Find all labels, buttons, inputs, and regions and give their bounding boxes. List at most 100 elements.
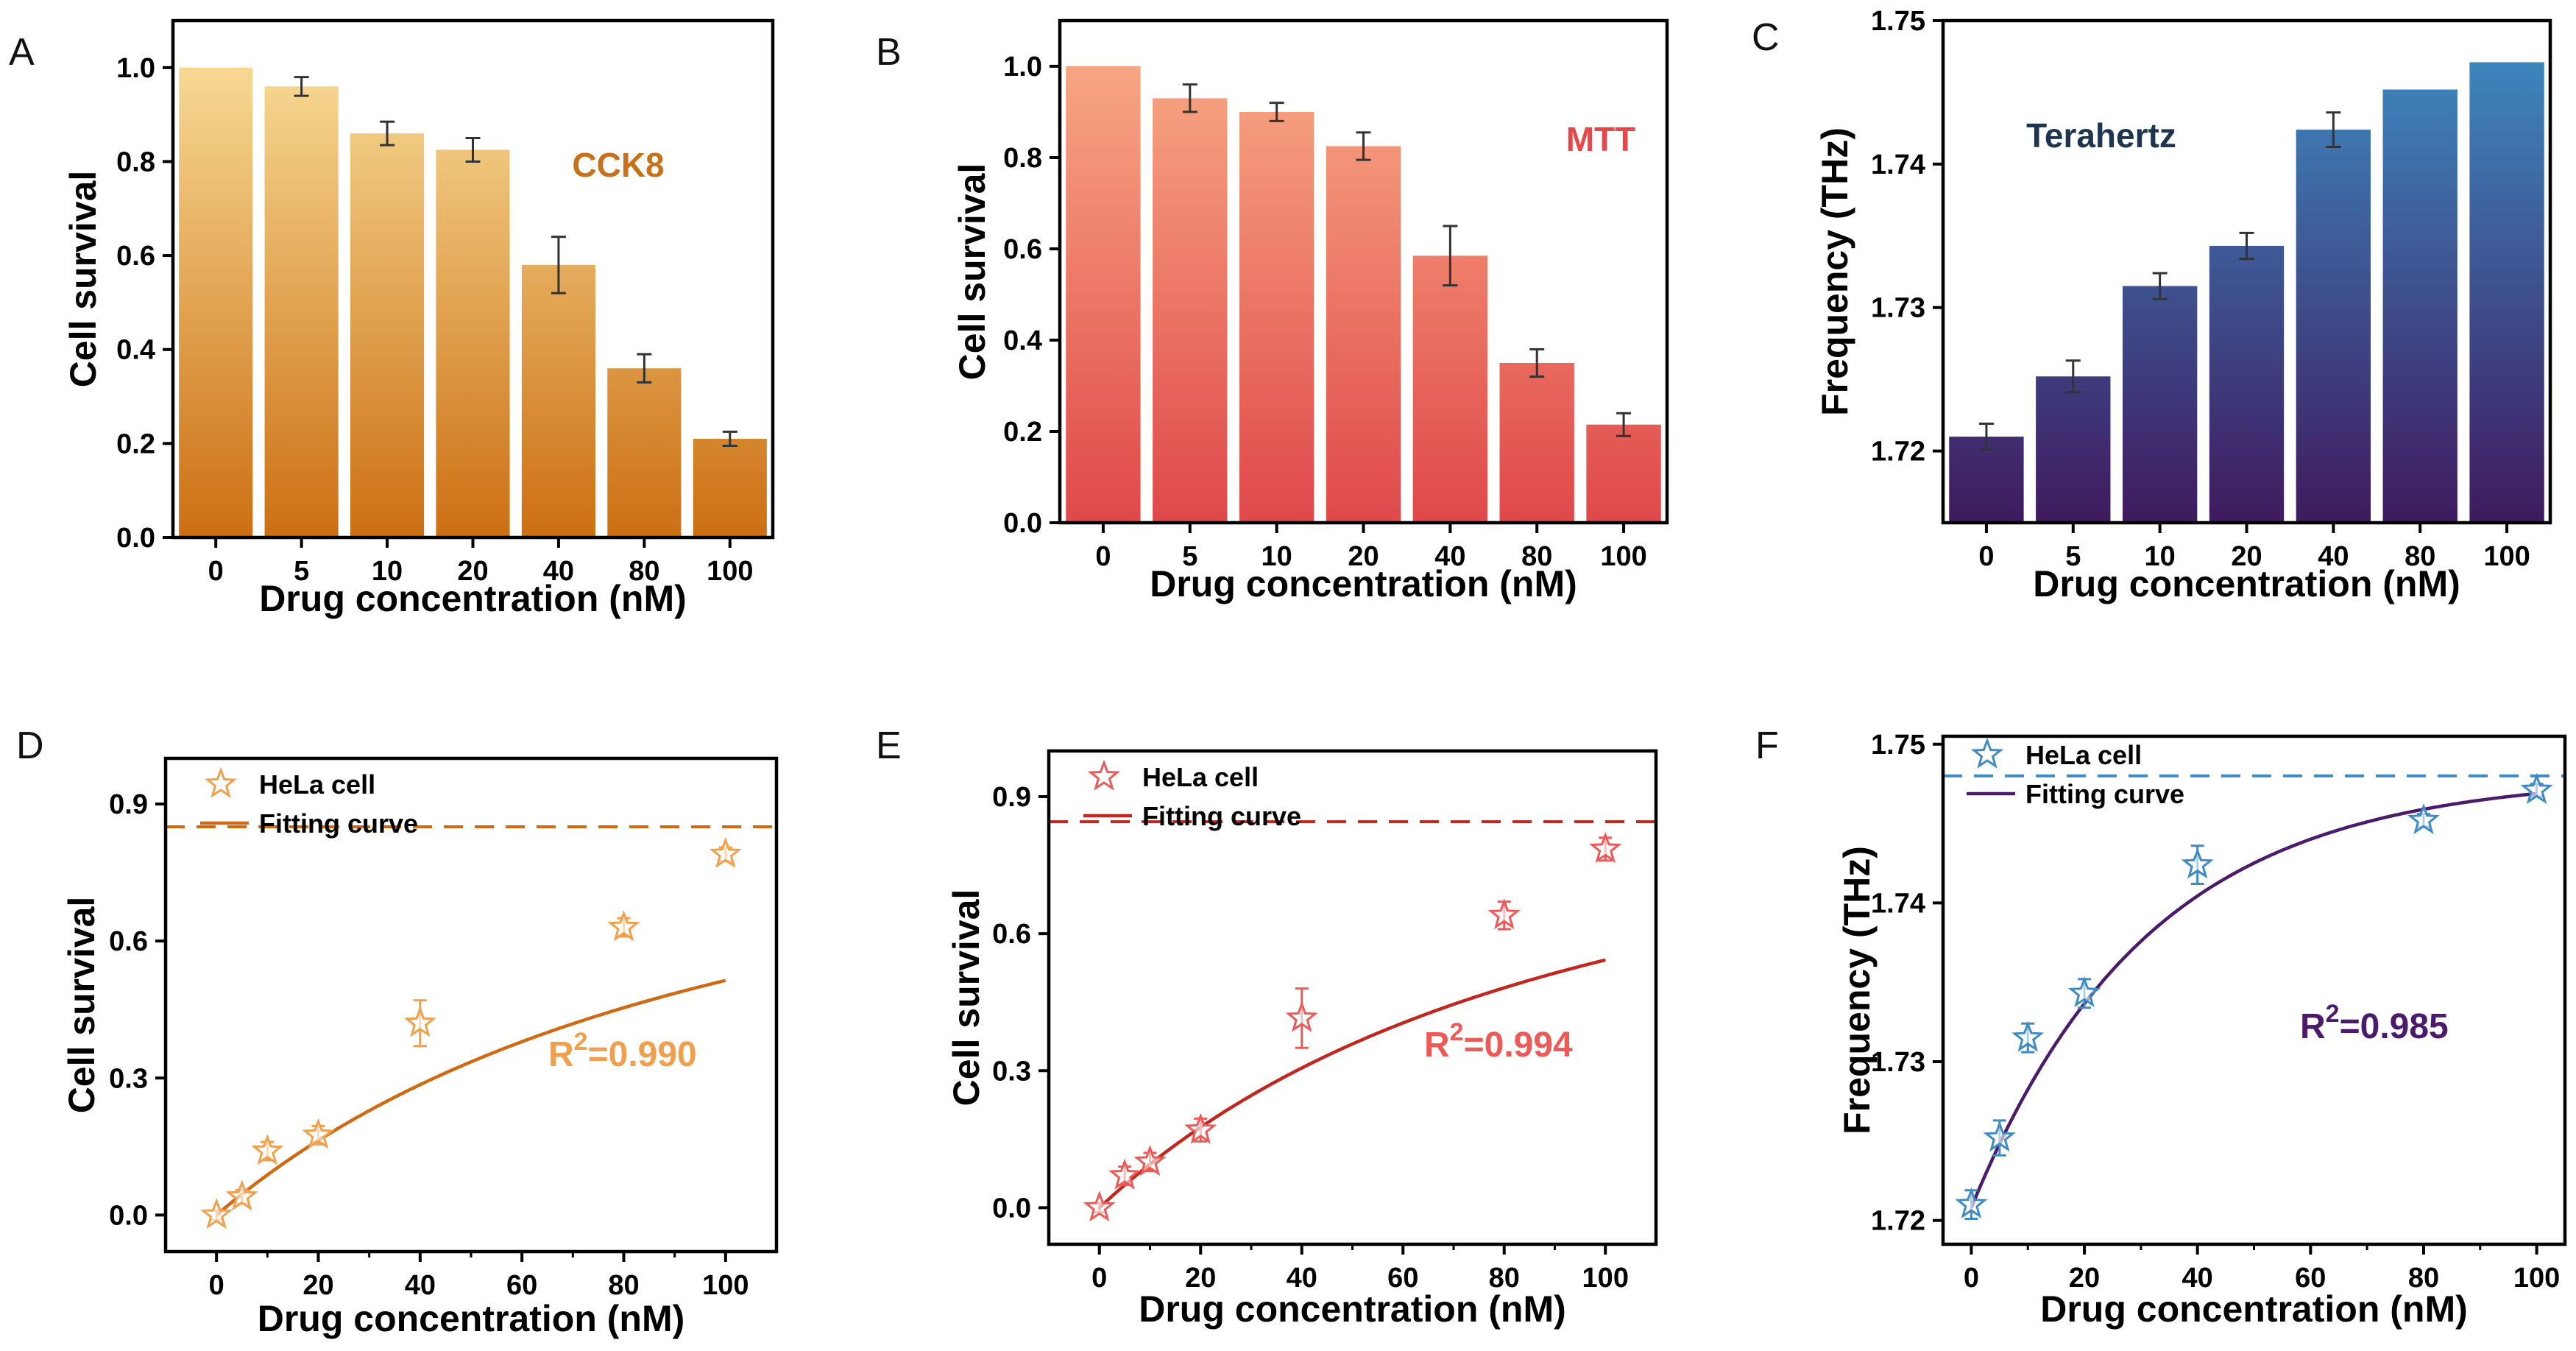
y-tick-label: 0.0 xyxy=(116,523,155,554)
y-tick-label: 1.74 xyxy=(1871,149,1925,180)
x-tick-label: 0 xyxy=(1095,541,1111,572)
y-tick-label: 0.3 xyxy=(992,1056,1031,1087)
fitting-curve xyxy=(1970,791,2537,1209)
fitting-curve xyxy=(215,978,726,1217)
y-tick-label: 0.3 xyxy=(109,1063,148,1094)
y-tick-label: 0.9 xyxy=(992,782,1031,813)
r-squared-annotation: R2=0.994 xyxy=(1424,1018,1573,1065)
bar xyxy=(607,368,682,537)
y-tick-label: 0.2 xyxy=(116,428,155,459)
legend-label-points: HeLa cell xyxy=(1142,762,1259,792)
data-point xyxy=(1285,1001,1318,1032)
panel-label: F xyxy=(1755,724,1779,767)
r-squared-value: =0.985 xyxy=(2340,1007,2449,1046)
bar xyxy=(1949,437,2024,523)
y-tick-label: 0.8 xyxy=(116,147,155,177)
data-point xyxy=(225,1179,258,1211)
data-point xyxy=(1589,832,1622,864)
x-axis-label: Drug concentration (nM) xyxy=(2040,1288,2468,1330)
x-tick-label: 20 xyxy=(457,556,488,587)
r-squared-annotation: R2=0.990 xyxy=(548,1028,697,1074)
data-point xyxy=(1108,1158,1142,1190)
data-point xyxy=(2407,803,2441,835)
data-point xyxy=(2067,976,2101,1008)
x-axis-label: Drug concentration (nM) xyxy=(258,1298,685,1339)
panel-F: F 0 20 40 60 80 100 1.72 1.73 1.74 1.75 HeLa cell Fi… xyxy=(1755,724,2567,1330)
x-tick-label: 10 xyxy=(372,556,403,587)
x-tick-label: 20 xyxy=(2231,541,2262,572)
y-tick-label: 1.74 xyxy=(1871,888,1925,919)
x-tick-label: 0 xyxy=(1091,1263,1107,1294)
legend-star-icon xyxy=(1970,737,2004,769)
legend-label-fit: Fitting curve xyxy=(1142,801,1301,831)
y-tick-label: 0.8 xyxy=(1003,143,1042,174)
panel-B: B 0 5 10 20 40 80 100 0.0 0.2 0.4 0.6 0.8 1.0 Drug con… xyxy=(876,18,1669,604)
panel-label: D xyxy=(16,724,44,767)
y-tick-label: 1.73 xyxy=(1871,293,1925,324)
y-tick-label: 0.0 xyxy=(1003,508,1042,539)
bar xyxy=(1239,112,1314,523)
bar xyxy=(264,86,339,537)
x-axis-label: Drug concentration (nM) xyxy=(2033,563,2460,604)
x-tick-label: 100 xyxy=(1600,541,1646,572)
data-point xyxy=(607,910,640,942)
x-tick-label: 40 xyxy=(2318,541,2349,572)
x-tick-label: 5 xyxy=(294,556,309,587)
data-point xyxy=(1487,898,1521,930)
legend-star-icon xyxy=(1087,759,1121,791)
r-squared-value: =0.990 xyxy=(588,1035,697,1074)
x-tick-label: 40 xyxy=(543,556,574,587)
r-squared-prefix: R xyxy=(548,1035,574,1074)
plot-frame xyxy=(171,18,775,540)
y-tick-label: 0.4 xyxy=(116,335,155,366)
plot-frame xyxy=(163,756,779,1254)
data-point xyxy=(1133,1145,1167,1177)
y-tick-label: 1.72 xyxy=(1871,1206,1925,1237)
r-squared-value: =0.994 xyxy=(1464,1026,1573,1065)
x-tick-label: 20 xyxy=(1348,541,1379,572)
x-tick-label: 0 xyxy=(1964,1263,1979,1294)
bar xyxy=(693,438,767,537)
x-tick-label: 40 xyxy=(2182,1263,2213,1294)
x-tick-label: 40 xyxy=(1434,541,1465,572)
y-axis-label: Cell survival xyxy=(946,889,987,1107)
data-point xyxy=(709,837,742,869)
bar xyxy=(1326,146,1401,523)
plot-frame xyxy=(1941,734,2567,1246)
x-tick-label: 0 xyxy=(208,556,224,587)
y-tick-label: 0.6 xyxy=(116,241,155,272)
x-tick-label: 20 xyxy=(1185,1263,1216,1294)
x-tick-label: 40 xyxy=(1287,1263,1317,1294)
x-tick-label: 0 xyxy=(209,1270,224,1301)
x-tick-label: 100 xyxy=(702,1270,749,1301)
bar xyxy=(1412,255,1488,523)
panel-C: C 0 5 10 20 40 80 100 1.72 1.73 1.74 1.75 Drug conce… xyxy=(1752,6,2552,604)
r-squared-superscript: 2 xyxy=(1450,1018,1464,1046)
x-axis-label: Drug concentration (nM) xyxy=(1139,1288,1566,1330)
x-tick-label: 0 xyxy=(1978,541,1994,572)
bar xyxy=(436,149,510,537)
x-tick-label: 10 xyxy=(1262,541,1292,572)
y-tick-label: 1.0 xyxy=(1003,52,1042,82)
data-point xyxy=(302,1118,335,1149)
bar xyxy=(2209,245,2285,523)
y-tick-label: 1.75 xyxy=(1871,730,1925,761)
data-point xyxy=(1955,1187,1988,1218)
bar xyxy=(2036,376,2111,523)
y-tick-label: 1.0 xyxy=(116,53,155,84)
r-squared-annotation: R2=0.985 xyxy=(2300,1000,2449,1046)
bar xyxy=(1153,98,1228,523)
r-squared-prefix: R xyxy=(1424,1026,1450,1065)
plot-frame xyxy=(1047,749,1658,1246)
bar xyxy=(1066,66,1141,523)
x-tick-label: 80 xyxy=(608,1270,639,1301)
y-tick-label: 0.6 xyxy=(109,926,148,957)
x-tick-label: 80 xyxy=(1521,541,1552,572)
y-tick-label: 0.0 xyxy=(992,1193,1031,1224)
y-axis-label: Cell survival xyxy=(952,163,993,381)
panel-D: D 0 20 40 60 80 100 0.0 0.3 0.6 0.9 HeLa cell Fittin… xyxy=(16,724,779,1339)
x-axis-label: Drug concentration (nM) xyxy=(1150,563,1577,604)
y-tick-label: 0.6 xyxy=(1003,234,1042,265)
bar xyxy=(2469,62,2544,523)
method-annotation: Terahertz xyxy=(2026,116,2176,155)
